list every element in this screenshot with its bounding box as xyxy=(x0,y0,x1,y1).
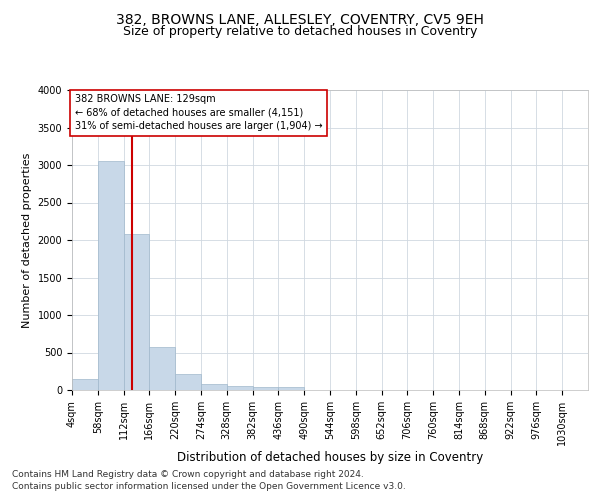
Bar xyxy=(124,234,149,390)
Text: 382, BROWNS LANE, ALLESLEY, COVENTRY, CV5 9EH: 382, BROWNS LANE, ALLESLEY, COVENTRY, CV… xyxy=(116,12,484,26)
Text: Contains public sector information licensed under the Open Government Licence v3: Contains public sector information licen… xyxy=(12,482,406,491)
X-axis label: Distribution of detached houses by size in Coventry: Distribution of detached houses by size … xyxy=(177,450,483,464)
Bar xyxy=(175,374,201,390)
Bar xyxy=(227,386,253,390)
Y-axis label: Number of detached properties: Number of detached properties xyxy=(22,152,32,328)
Text: Size of property relative to detached houses in Coventry: Size of property relative to detached ho… xyxy=(123,25,477,38)
Bar xyxy=(72,379,98,390)
Bar xyxy=(201,384,227,390)
Text: Contains HM Land Registry data © Crown copyright and database right 2024.: Contains HM Land Registry data © Crown c… xyxy=(12,470,364,479)
Text: 382 BROWNS LANE: 129sqm
← 68% of detached houses are smaller (4,151)
31% of semi: 382 BROWNS LANE: 129sqm ← 68% of detache… xyxy=(74,94,322,131)
Bar xyxy=(278,387,304,390)
Bar xyxy=(98,160,124,390)
Bar xyxy=(253,386,278,390)
Bar xyxy=(149,347,175,390)
